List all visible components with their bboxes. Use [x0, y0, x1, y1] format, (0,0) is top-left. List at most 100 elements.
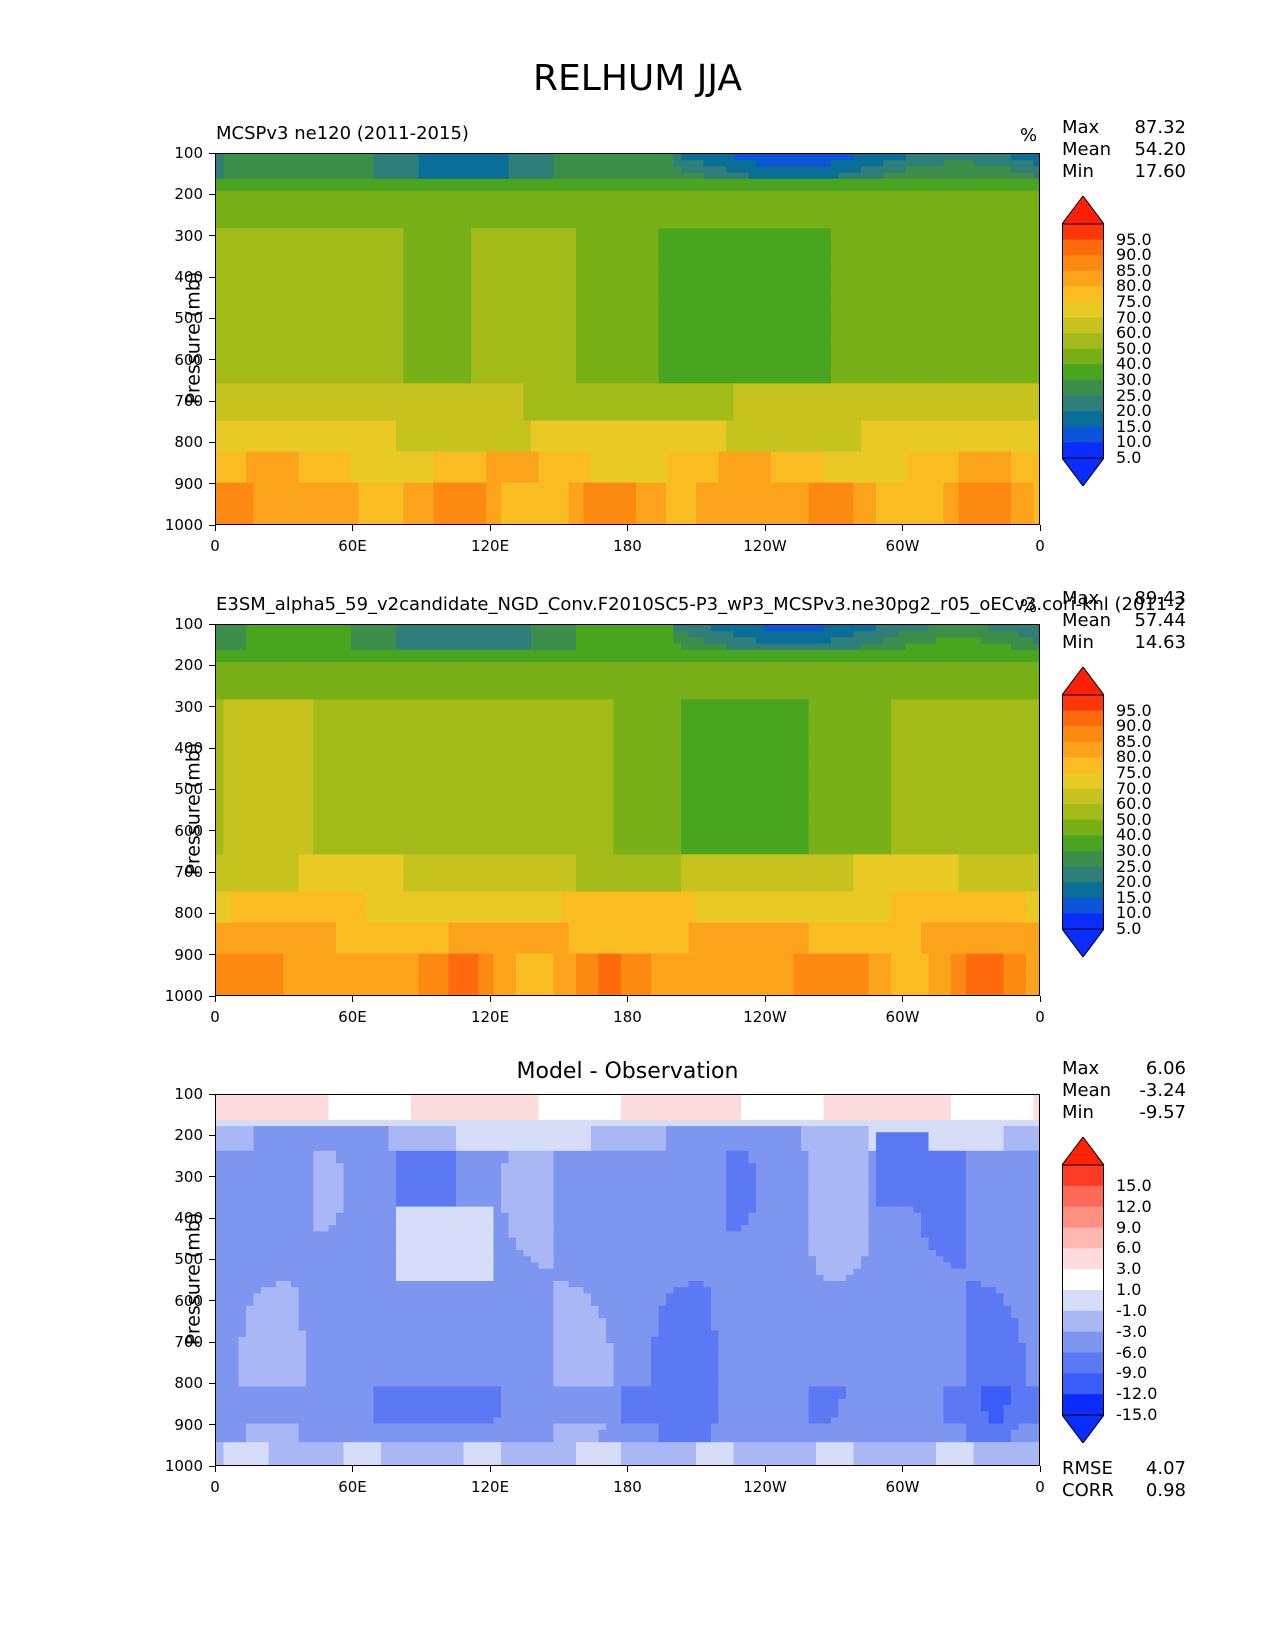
- contour-cell: [336, 402, 345, 409]
- contour-cell: [801, 172, 810, 180]
- contour-cell: [853, 296, 862, 304]
- contour-cell: [688, 352, 697, 360]
- contour-cell: [546, 296, 555, 304]
- contour-cell: [696, 265, 705, 273]
- contour-cell: [966, 414, 975, 422]
- contour-cell: [771, 203, 780, 211]
- contour-cell: [411, 377, 420, 384]
- contour-cell: [1033, 302, 1039, 310]
- contour-cell: [478, 352, 487, 360]
- contour-cell: [591, 203, 600, 211]
- contour-cell: [516, 290, 525, 298]
- contour-cell: [966, 197, 975, 205]
- contour-cell: [246, 284, 255, 291]
- contour-cell: [283, 433, 292, 440]
- contour-cell: [441, 296, 450, 304]
- contour-cell: [591, 209, 600, 217]
- contour-cell: [913, 296, 922, 304]
- contour-cell: [621, 309, 630, 316]
- contour-cell: [771, 191, 780, 198]
- contour-cell: [433, 340, 442, 347]
- contour-cell: [711, 278, 720, 285]
- contour-cell: [876, 377, 885, 384]
- contour-cell: [666, 278, 675, 285]
- contour-cell: [373, 197, 382, 205]
- contour-cell: [808, 191, 817, 198]
- contour-cell: [688, 203, 697, 211]
- contour-cell: [388, 247, 397, 254]
- contour-cell: [388, 290, 397, 298]
- contour-cell: [711, 414, 720, 422]
- contour-cell: [793, 321, 802, 329]
- contour-cell: [666, 222, 675, 229]
- contour-cell: [568, 271, 577, 279]
- contour-cell: [373, 172, 382, 180]
- contour-cell: [508, 216, 517, 223]
- contour-cell: [1033, 278, 1039, 285]
- contour-cell: [576, 197, 585, 205]
- contour-cell: [298, 209, 307, 217]
- contour-cell: [223, 197, 232, 205]
- contour-cell: [448, 209, 457, 217]
- contour-cell: [891, 340, 900, 347]
- contour-cell: [853, 178, 862, 186]
- contour-cell: [448, 371, 457, 378]
- contour-cell: [561, 340, 570, 347]
- contour-cell: [216, 315, 225, 322]
- contour-cell: [726, 333, 735, 341]
- contour-cell: [351, 191, 360, 198]
- contour-cell: [546, 290, 555, 298]
- contour-cell: [336, 247, 345, 254]
- contour-cell: [516, 321, 525, 329]
- contour-cell: [456, 408, 465, 415]
- contour-cell: [261, 259, 270, 267]
- contour-cell: [388, 426, 397, 434]
- contour-cell: [613, 296, 622, 304]
- contour-cell: [403, 364, 412, 372]
- contour-cell: [328, 333, 337, 341]
- contour-cell: [891, 154, 900, 161]
- contour-cell: [1003, 296, 1012, 304]
- contour-cell: [1026, 420, 1035, 428]
- contour-cell: [268, 296, 277, 304]
- contour-cell: [921, 426, 930, 434]
- contour-cell: [276, 358, 285, 366]
- contour-cell: [516, 358, 525, 366]
- contour-cell: [658, 383, 667, 391]
- contour-cell: [936, 352, 945, 360]
- contour-cell: [973, 352, 982, 360]
- contour-cell: [426, 426, 435, 434]
- contour-cell: [613, 426, 622, 434]
- contour-cell: [696, 420, 705, 428]
- contour-cell: [906, 160, 915, 167]
- contour-cell: [403, 327, 412, 335]
- contour-cell: [463, 247, 472, 254]
- contour-cell: [381, 420, 390, 428]
- contour-cell: [643, 172, 652, 180]
- contour-cell: [471, 352, 480, 360]
- contour-cell: [786, 389, 795, 397]
- contour-cell: [306, 284, 315, 291]
- contour-cell: [396, 284, 405, 291]
- contour-cell: [853, 414, 862, 422]
- contour-cell: [726, 247, 735, 254]
- contour-cell: [1026, 364, 1035, 372]
- contour-cell: [298, 284, 307, 291]
- contour-cell: [921, 402, 930, 409]
- contour-cell: [216, 191, 225, 198]
- contour-cell: [883, 271, 892, 279]
- contour-cell: [688, 302, 697, 310]
- contour-cell: [853, 197, 862, 205]
- contour-cell: [246, 352, 255, 360]
- contour-cell: [516, 408, 525, 415]
- contour-cell: [583, 278, 592, 285]
- contour-cell: [336, 160, 345, 167]
- contour-cell: [958, 197, 967, 205]
- contour-cell: [291, 216, 300, 223]
- contour-cell: [231, 222, 240, 229]
- contour-cell: [973, 383, 982, 391]
- contour-cell: [853, 364, 862, 372]
- contour-cell: [223, 228, 232, 236]
- contour-cell: [793, 395, 802, 403]
- contour-cell: [388, 259, 397, 267]
